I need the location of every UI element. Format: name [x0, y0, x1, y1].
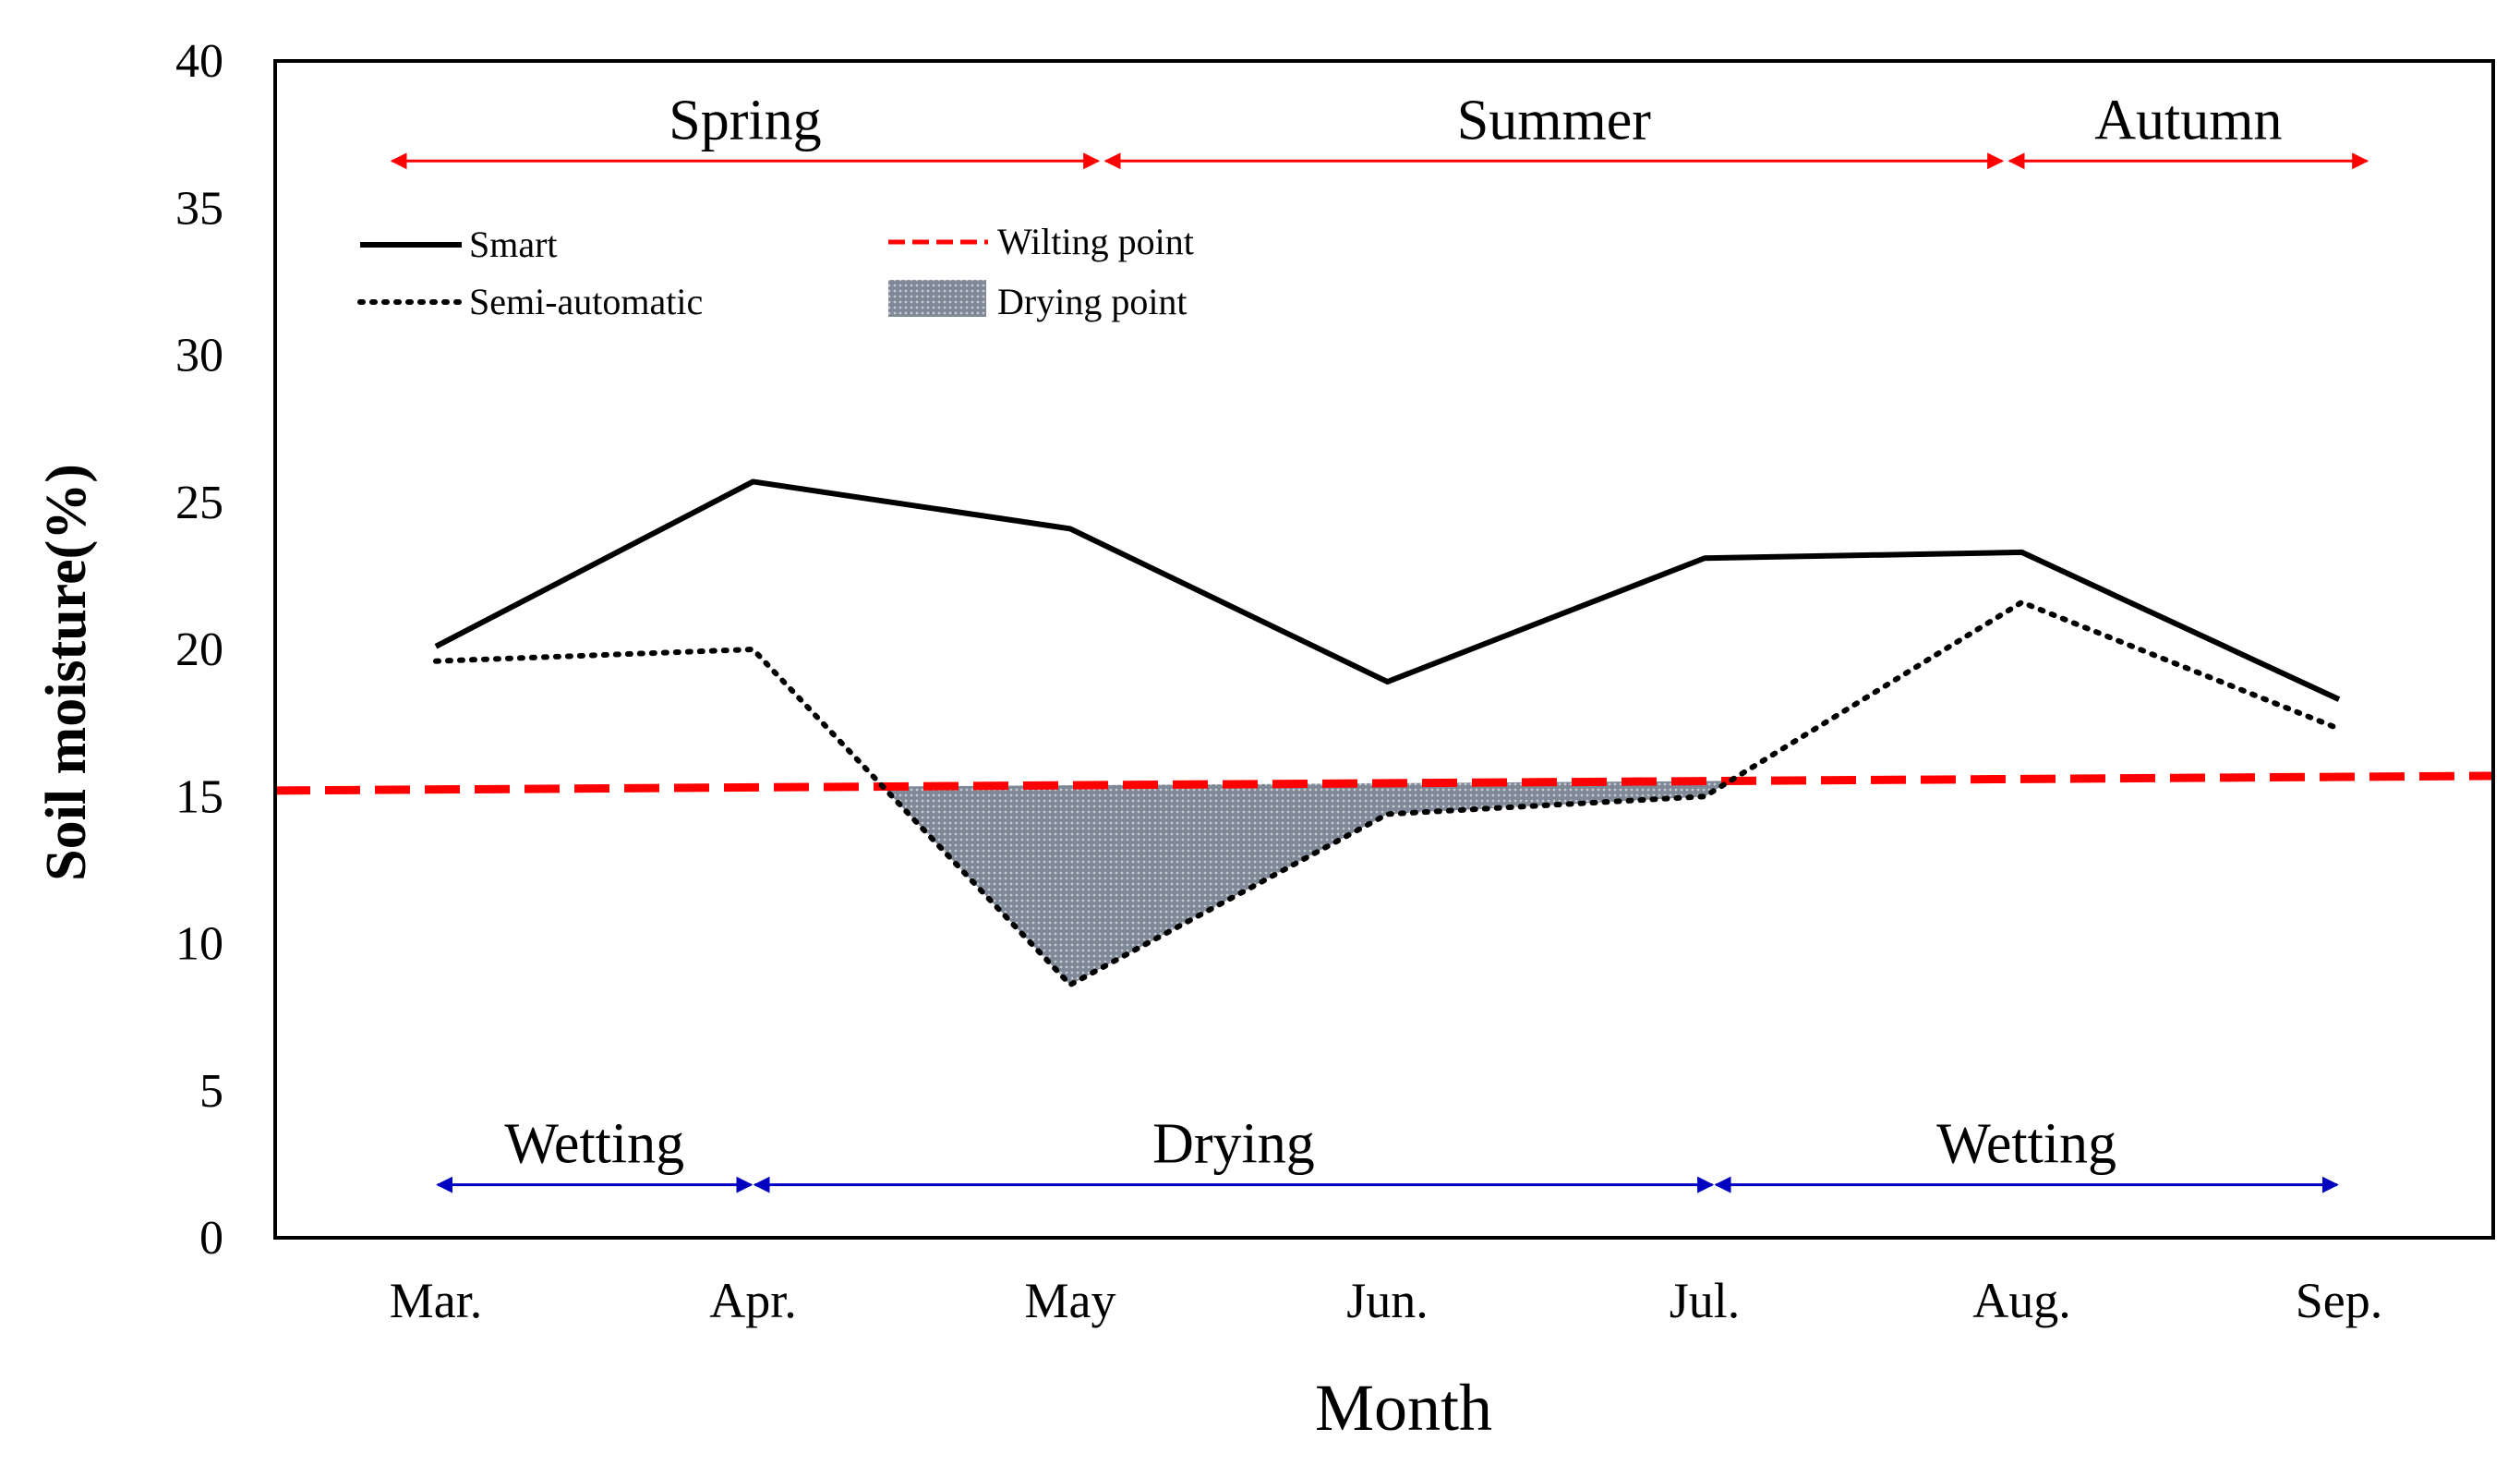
- y-tick-label: 15: [175, 770, 223, 823]
- semi-automatic-series-line: [433, 599, 2342, 988]
- x-tick-label: Apr.: [709, 1273, 797, 1328]
- smart-series-line: [434, 478, 2341, 702]
- legend-wilting-point-label: Wilting point: [997, 221, 1194, 262]
- x-tick-label: Aug.: [1972, 1273, 2071, 1328]
- season-label: Spring: [669, 89, 821, 151]
- y-axis-title: Soil moisture(%): [35, 464, 98, 881]
- legend-drying-point-swatch: [888, 280, 986, 317]
- y-tick-label: 25: [175, 477, 223, 529]
- y-tick-label: 5: [199, 1065, 223, 1118]
- y-axis-ticks: 0 5 10 15 20 25 30 35 40: [175, 35, 223, 1265]
- x-tick-label: Sep.: [2296, 1273, 2383, 1328]
- season-label: Autumn: [2094, 89, 2282, 151]
- phase-label: Wetting: [504, 1113, 684, 1176]
- phase-label: Wetting: [1936, 1113, 2116, 1176]
- x-tick-label: Mar.: [390, 1273, 483, 1328]
- legend-smart-label: Smart: [469, 224, 558, 265]
- phase-annotations: Wetting Drying Wetting: [436, 1113, 2339, 1193]
- y-tick-label: 40: [175, 35, 223, 88]
- x-tick-label: Jun.: [1346, 1273, 1429, 1328]
- plot-frame: [273, 59, 2495, 1240]
- legend: Smart Semi-automatic Wilting point Dryin…: [357, 221, 1194, 322]
- wilting-point-line: [274, 771, 2494, 795]
- x-axis-ticks: Mar. Apr. May Jun. Jul. Aug. Sep.: [390, 1273, 2383, 1328]
- y-tick-label: 35: [175, 182, 223, 235]
- y-tick-label: 30: [175, 330, 223, 382]
- x-tick-label: Jul.: [1670, 1273, 1741, 1328]
- y-tick-label: 10: [175, 918, 223, 971]
- y-tick-label: 20: [175, 624, 223, 676]
- season-annotations: Spring Summer Autumn: [390, 89, 2369, 170]
- legend-semi-automatic-label: Semi-automatic: [469, 281, 703, 322]
- legend-drying-point-label: Drying point: [997, 281, 1188, 322]
- x-tick-label: May: [1025, 1273, 1116, 1328]
- drying-point-area: [883, 781, 1730, 986]
- season-label: Summer: [1457, 89, 1651, 151]
- x-axis-title: Month: [1315, 1371, 1492, 1445]
- phase-label: Drying: [1152, 1113, 1315, 1176]
- y-tick-label: 0: [199, 1212, 223, 1265]
